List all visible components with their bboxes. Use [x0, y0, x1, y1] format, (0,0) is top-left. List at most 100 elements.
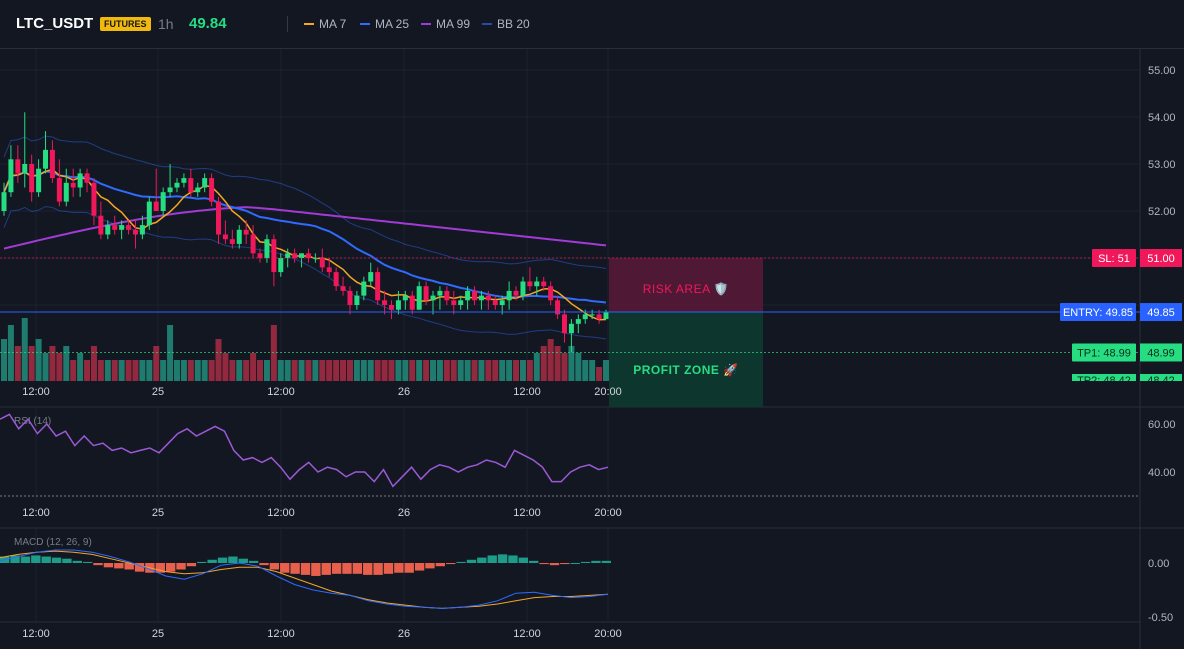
macd-histogram-bar — [269, 563, 280, 570]
symbol-title[interactable]: LTC_USDT — [16, 15, 94, 32]
macd-histogram-bar — [342, 563, 352, 574]
candle-body — [423, 286, 429, 301]
legend-bb20[interactable]: BB 20 — [482, 17, 530, 31]
stop-loss-tag — [1092, 249, 1136, 267]
candle-body — [541, 281, 547, 287]
macd-histogram-bar — [259, 563, 269, 566]
candle-body — [229, 239, 235, 244]
time-tick-label: 26 — [398, 386, 410, 398]
time-tick-label: 26 — [398, 507, 410, 519]
candle-body — [70, 182, 76, 188]
candle-body — [492, 300, 498, 305]
volume-bar — [298, 360, 305, 381]
ma7-line — [3, 168, 607, 321]
last-price: 49.84 — [189, 15, 227, 32]
candle-body — [257, 253, 263, 258]
legend-ma7[interactable]: MA 7 — [304, 17, 346, 31]
candle-body — [126, 225, 132, 230]
volume-bar — [381, 360, 388, 381]
macd-histogram-bar — [383, 563, 394, 574]
candle-body — [132, 229, 138, 235]
volume-bar — [519, 360, 526, 381]
candle-body — [506, 290, 512, 301]
volume-bar — [104, 360, 111, 381]
bb-lower-line — [3, 206, 607, 340]
volume-bar — [353, 360, 360, 381]
macd-histogram-bar — [331, 563, 342, 574]
bb20-swatch-icon — [482, 23, 492, 25]
candle-body — [36, 168, 42, 193]
candle-body — [409, 295, 415, 310]
volume-bar — [63, 346, 70, 381]
candle-body — [382, 300, 388, 305]
candle-body — [513, 290, 519, 296]
volume-bar — [84, 360, 91, 381]
volume-bar — [146, 360, 153, 381]
bb-upper-line — [3, 135, 607, 269]
macd-histogram-bar — [186, 563, 197, 567]
macd-histogram-bar — [20, 556, 31, 563]
macd-histogram-bar — [238, 558, 248, 563]
candle-body — [8, 159, 14, 193]
candle-body — [354, 295, 360, 305]
entry-axis-tag — [1140, 303, 1182, 322]
candle-body — [202, 178, 208, 188]
macd-histogram-bar — [529, 560, 539, 563]
volume-bar — [492, 360, 499, 381]
volume-bar — [222, 353, 229, 381]
candle-body — [416, 286, 422, 310]
volume-bar — [180, 360, 187, 381]
time-tick-label: 12:00 — [513, 507, 541, 519]
ma99-line — [3, 206, 607, 250]
time-tick-label: 12:00 — [267, 628, 295, 640]
profit-zone — [609, 312, 763, 407]
volume-bar — [21, 318, 28, 381]
tp1-tag-label: TP1: 48.99 — [1077, 347, 1131, 359]
volume-bar — [388, 360, 395, 381]
candle-body — [77, 173, 83, 188]
macd-histogram-bar — [508, 555, 518, 563]
volume-bar — [125, 360, 132, 381]
volume-bar — [208, 360, 215, 381]
legend-ma25[interactable]: MA 25 — [360, 17, 409, 31]
timeframe-label[interactable]: 1h — [158, 16, 174, 32]
volume-bar — [291, 360, 298, 381]
macd-histogram-bar — [435, 563, 446, 567]
volume-bar — [450, 360, 457, 381]
candle-body — [312, 258, 318, 259]
legend-ma99[interactable]: MA 99 — [421, 17, 470, 31]
macd-histogram-bar — [477, 557, 487, 563]
candle-body — [112, 225, 118, 230]
macd-histogram-bar — [363, 563, 373, 575]
candle-body — [105, 225, 111, 235]
tp2-tag-label: TP2: 48.42 — [1077, 375, 1131, 387]
candle-body — [84, 173, 90, 183]
candle-body — [91, 182, 97, 216]
volume-bar — [443, 360, 450, 381]
volume-bar — [526, 360, 533, 381]
candle-body — [388, 305, 394, 310]
tp1-axis-tag — [1140, 343, 1182, 362]
macd-histogram-bar — [591, 560, 601, 563]
candle-body — [195, 187, 201, 193]
macd-histogram-bar — [176, 563, 186, 570]
macd-histogram-bar — [248, 560, 259, 563]
time-tick-label: 25 — [152, 507, 164, 519]
rsi-tick-label: 60.00 — [1148, 419, 1176, 431]
macd-histogram-bar — [228, 556, 238, 563]
volume-bar — [409, 360, 416, 381]
volume-bar — [229, 360, 236, 381]
candle-body — [499, 300, 505, 305]
volume-bar — [153, 346, 160, 381]
macd-histogram-bar — [560, 563, 570, 565]
price-tick-label: 54.00 — [1148, 112, 1176, 124]
tp1-axis-label: 48.99 — [1147, 347, 1175, 359]
time-tick-label: 20:00 — [594, 507, 622, 519]
volume-bar — [374, 360, 381, 381]
macd-histogram-bar — [197, 561, 207, 563]
candle-body — [15, 159, 21, 174]
volume-bar — [35, 339, 42, 381]
candle-body — [209, 178, 215, 202]
candle-body — [278, 258, 284, 273]
